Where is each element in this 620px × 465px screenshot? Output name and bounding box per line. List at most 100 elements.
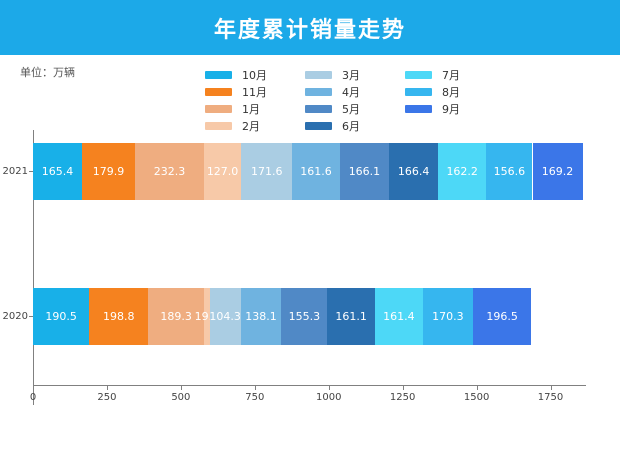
bar-segment[interactable]: 161.1: [327, 288, 375, 345]
x-axis-tick-label: 1250: [389, 392, 416, 403]
legend-label: 1月: [242, 102, 260, 116]
x-axis-tick: [402, 386, 404, 390]
legend-label: 9月: [442, 102, 460, 116]
x-axis-tick: [106, 386, 108, 390]
bar-segment[interactable]: 189.3: [148, 288, 205, 345]
legend-item[interactable]: 4月: [305, 83, 405, 100]
legend-column: 3月 4月 5月 6月: [305, 66, 405, 134]
x-axis-tick: [476, 386, 478, 390]
bar-segment[interactable]: 190.5: [33, 288, 90, 345]
legend-label: 2月: [242, 119, 260, 133]
bar-segment[interactable]: 138.1: [240, 288, 282, 345]
legend-item[interactable]: 7月: [405, 66, 505, 83]
legend-item[interactable]: 6月: [305, 117, 405, 134]
bar-segment[interactable]: 161.6: [292, 143, 340, 200]
bar-segment[interactable]: 165.4: [33, 143, 82, 200]
x-axis-tick-label: 1750: [537, 392, 564, 403]
bar-value-label: 198.8: [102, 310, 135, 323]
legend-swatch-icon: [305, 121, 332, 130]
legend-item[interactable]: 11月: [205, 83, 305, 100]
legend-swatch-icon: [405, 87, 432, 96]
x-axis-tick-label: 250: [97, 392, 117, 403]
bar-value-label: 170.3: [432, 310, 464, 323]
bar-value-label: 161.4: [383, 310, 415, 323]
bar-segment[interactable]: 170.3: [422, 288, 474, 345]
legend-column: 7月 8月 9月: [405, 66, 505, 134]
bar-value-label: 165.4: [41, 165, 74, 178]
x-axis-tick-label: 1500: [463, 392, 490, 403]
bar-value-label: 232.3: [153, 165, 186, 178]
y-axis-tick-label: 2021: [2, 166, 28, 177]
x-axis-tick-label: 750: [245, 392, 265, 403]
legend-swatch-icon: [405, 70, 432, 79]
legend-item[interactable]: 3月: [305, 66, 405, 83]
legend-label: 6月: [342, 119, 360, 133]
bar-segment[interactable]: 155.3: [281, 288, 328, 345]
bar-value-label: 127.0: [206, 165, 239, 178]
bar-value-label: 104.3: [209, 310, 241, 323]
bar-segment[interactable]: 162.2: [438, 143, 487, 200]
legend-label: 3月: [342, 68, 360, 82]
bar-value-label: 179.9: [92, 165, 125, 178]
stacked-bar-2021: 165.4 179.9 232.3 127.0 171.6 161.6 166.1 166.4…: [0, 143, 620, 200]
x-axis-tick: [328, 386, 330, 390]
legend-column: 10月 11月 1月 2月: [205, 66, 305, 134]
bar-segment[interactable]: 171.6: [241, 143, 293, 200]
legend-item[interactable]: 9月: [405, 100, 505, 117]
bar-value-label: 138.1: [245, 310, 277, 323]
bar-value-label: 162.2: [446, 165, 478, 178]
bar-value-label: 189.3: [160, 310, 192, 323]
x-axis-tick-label: 1000: [315, 392, 342, 403]
bar-segment[interactable]: 232.3: [135, 143, 204, 200]
legend-swatch-icon: [305, 70, 332, 79]
chart-header-banner: 年度累计销量走势: [0, 0, 620, 55]
legend-label: 11月: [242, 85, 267, 99]
bar-value-label: 169.2: [541, 165, 574, 178]
bar-segment[interactable]: 127.0: [203, 143, 242, 200]
bar-value-label: 161.6: [300, 165, 332, 178]
page-title: 年度累计销量走势: [213, 17, 406, 43]
x-axis-line: [33, 385, 586, 386]
y-axis-line: [33, 130, 34, 405]
legend-label: 5月: [342, 102, 360, 116]
legend-item[interactable]: 1月: [205, 100, 305, 117]
bar-segment[interactable]: 104.3: [209, 288, 241, 345]
legend-label: 10月: [242, 68, 267, 82]
legend-swatch-icon: [405, 104, 432, 113]
bar-segment[interactable]: 196.5: [473, 288, 532, 345]
bar-value-label: 156.6: [493, 165, 526, 178]
bar-segment[interactable]: 198.8: [89, 288, 149, 345]
chart-plot-area: 0 250 500 750 1000 1250 1500 1750 2021 165.4 179.9…: [0, 120, 620, 410]
stacked-bar-2020: 190.5 198.8 189.3 19.1 104.3 138.1 155.3 161.1 1…: [0, 288, 620, 345]
legend-item[interactable]: 10月: [205, 66, 305, 83]
legend-item[interactable]: 5月: [305, 100, 405, 117]
bar-value-label: 161.1: [335, 310, 367, 323]
x-axis-tick-label: 500: [171, 392, 191, 403]
y-axis-tick-label: 2020: [2, 311, 28, 322]
legend-item[interactable]: 8月: [405, 83, 505, 100]
legend-item[interactable]: 2月: [205, 117, 305, 134]
legend-swatch-icon: [205, 87, 232, 96]
bar-value-label: 196.5: [486, 310, 518, 323]
legend-swatch-icon: [305, 104, 332, 113]
bar-segment[interactable]: 156.6: [486, 143, 533, 200]
legend-swatch-icon: [205, 70, 232, 79]
y-axis-tick: [29, 316, 33, 317]
bar-value-label: 166.1: [348, 165, 381, 178]
bar-value-label: 166.4: [397, 165, 430, 178]
bar-segment[interactable]: 166.1: [339, 143, 389, 200]
bar-value-label: 171.6: [250, 165, 283, 178]
bar-segment[interactable]: 169.2: [532, 143, 583, 200]
bar-segment[interactable]: 166.4: [389, 143, 439, 200]
legend-label: 8月: [442, 85, 460, 99]
bar-segment[interactable]: 179.9: [81, 143, 136, 200]
x-axis-tick: [254, 386, 256, 390]
x-axis-tick-label: 0: [29, 392, 37, 403]
bar-value-label: 190.5: [45, 310, 77, 323]
unit-label: 单位：万辆: [20, 66, 75, 79]
chart-legend: 10月 11月 1月 2月 3月 4月 5月 6月 7月 8月 9月: [205, 66, 505, 134]
x-axis-tick: [33, 386, 34, 390]
legend-swatch-icon: [305, 87, 332, 96]
y-axis-tick: [29, 171, 33, 172]
bar-segment[interactable]: 161.4: [375, 288, 423, 345]
